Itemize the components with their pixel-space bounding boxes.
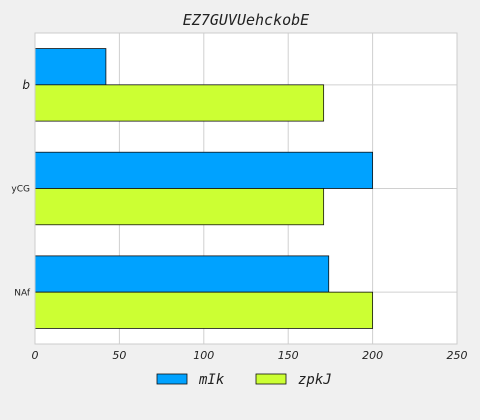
legend-swatch-mIk: [156, 373, 188, 385]
legend: mIk zpkJ: [156, 372, 332, 388]
legend-swatch-zpkJ: [255, 373, 287, 385]
x-axis-ticks: 0 50 100 150 200 250: [32, 349, 468, 362]
bar-mIk-yCG: [34, 151, 374, 189]
x-tick-label: 50: [112, 349, 126, 362]
y-axis-labels: b yCG NAf: [11, 78, 30, 298]
category-label: b: [22, 78, 30, 92]
bar-zpkJ-b: [34, 84, 325, 122]
bar-mIk-b: [34, 48, 107, 86]
x-tick-label: 100: [193, 349, 214, 362]
bar-zpkJ-NAf: [34, 291, 374, 329]
x-tick-label: 0: [32, 349, 39, 362]
legend-label-mIk: mIk: [198, 372, 225, 388]
chart-title: EZ7GUVUehckobE: [183, 11, 309, 29]
x-tick-label: 200: [362, 349, 383, 362]
bar-mIk-NAf: [34, 255, 330, 293]
category-label: NAf: [14, 288, 31, 298]
legend-label-zpkJ: zpkJ: [298, 372, 332, 388]
x-tick-label: 150: [278, 349, 299, 362]
x-tick-label: 250: [447, 349, 468, 362]
category-label: yCG: [11, 185, 30, 195]
plot-frame: [34, 32, 458, 345]
bars: [34, 48, 374, 329]
bar-zpkJ-yCG: [34, 188, 325, 226]
